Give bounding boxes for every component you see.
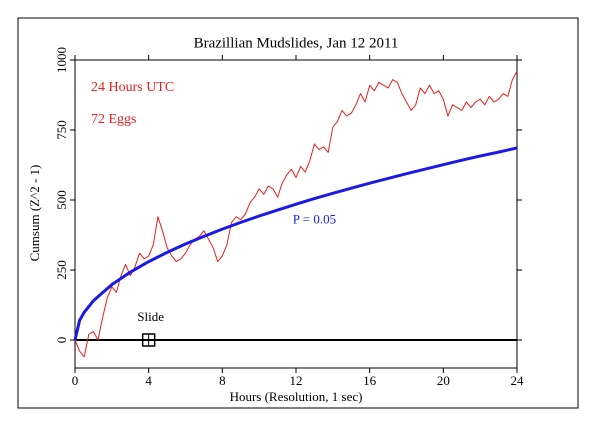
- y-tick-label: 1000: [54, 47, 69, 73]
- series-label: P = 0.05: [293, 212, 336, 227]
- x-tick-label: 8: [219, 373, 226, 388]
- note: 24 Hours UTC: [91, 80, 174, 95]
- outer-frame: [17, 17, 579, 409]
- y-axis-label: Cumsum (Z^2 - 1): [27, 165, 42, 262]
- data-line: [73, 146, 518, 341]
- note: 72 Eggs: [91, 112, 137, 127]
- x-tick-label: 4: [145, 373, 152, 388]
- chart-title: Brazillian Mudslides, Jan 12 2011: [194, 35, 399, 51]
- y-tick-label: 750: [54, 120, 69, 140]
- x-tick-label: 12: [290, 373, 303, 388]
- y-tick-label: 250: [54, 260, 69, 280]
- data-line: [74, 70, 518, 358]
- x-tick-label: 20: [437, 373, 450, 388]
- y-tick-label: 0: [54, 337, 69, 344]
- x-tick-label: 0: [72, 373, 79, 388]
- x-axis-label: Hours (Resolution, 1 sec): [230, 389, 363, 404]
- y-tick-label: 500: [54, 190, 69, 210]
- annotation-label: Slide: [137, 309, 164, 324]
- x-tick-label: 24: [511, 373, 525, 388]
- x-tick-label: 16: [363, 373, 377, 388]
